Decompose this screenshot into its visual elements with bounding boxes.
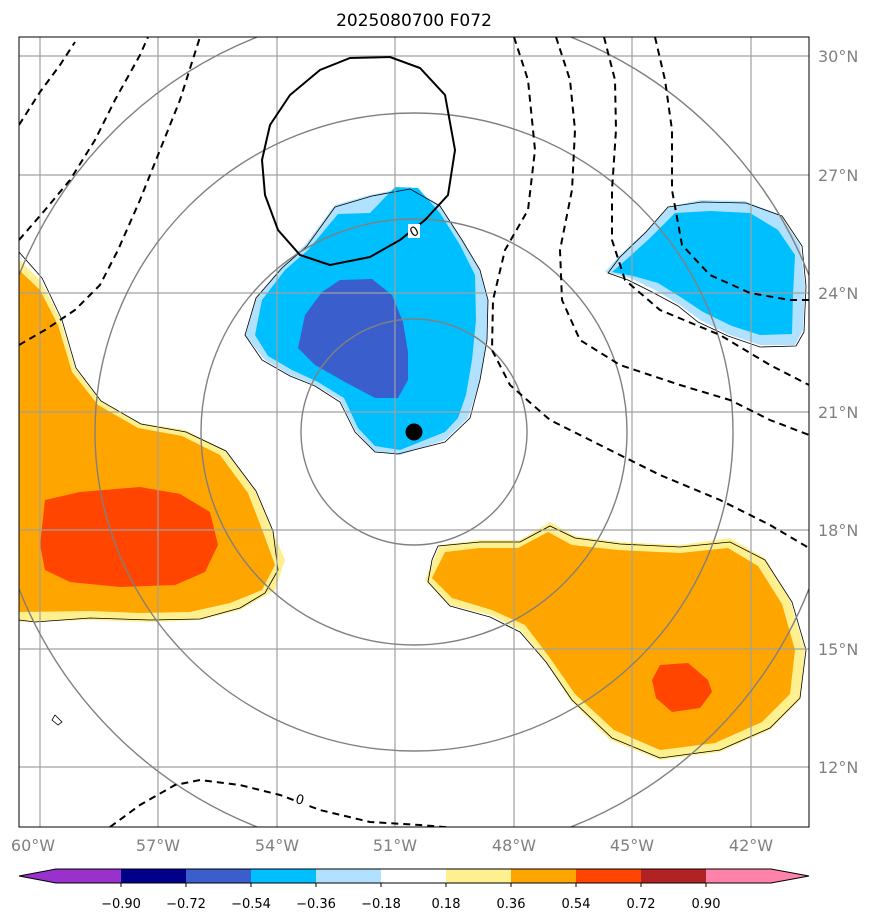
colorbar-segment xyxy=(316,869,382,883)
colorbar-tick-label: −0.18 xyxy=(361,897,401,912)
lat-label: 15°N xyxy=(818,640,858,659)
lat-label: 18°N xyxy=(818,521,858,540)
positive-anomaly-east-mid xyxy=(432,532,795,750)
colorbar: −0.90 −0.72 −0.54 −0.36 −0.18 0.18 0.36 … xyxy=(18,868,810,912)
colorbar-segment xyxy=(381,869,447,883)
lon-label: 48°W xyxy=(492,836,536,855)
lon-label: 54°W xyxy=(255,836,299,855)
lon-label: 45°W xyxy=(610,836,654,855)
positive-anomaly-west-strong xyxy=(40,487,218,587)
colorbar-tick-label: −0.36 xyxy=(296,897,336,912)
contour-label: 0 xyxy=(294,792,306,809)
colorbar-segment xyxy=(446,869,512,883)
lat-lon-grid xyxy=(19,37,809,827)
solid-contour xyxy=(260,55,457,267)
lat-label: 27°N xyxy=(818,166,858,185)
map-plot-area: 0 0 xyxy=(19,37,809,827)
range-rings xyxy=(19,37,809,827)
colorbar-segment xyxy=(186,869,252,883)
contour-label-bg xyxy=(408,224,420,238)
colorbar-tick-label: 0.72 xyxy=(627,897,656,912)
figure-title: 2025080700 F072 xyxy=(336,11,492,31)
lon-label: 57°W xyxy=(136,836,180,855)
colorbar-tick-label: −0.72 xyxy=(166,897,206,912)
colorbar-segment xyxy=(576,869,642,883)
negative-anomaly-center-strong xyxy=(298,279,408,398)
lat-label: 12°N xyxy=(818,758,858,777)
colorbar-segment xyxy=(641,869,707,883)
lon-label: 42°W xyxy=(729,836,773,855)
colorbar-segment xyxy=(771,869,809,883)
colorbar-segment xyxy=(121,869,187,883)
colorbar-tick-label: 0.36 xyxy=(497,897,526,912)
colorbar-outline xyxy=(18,868,810,884)
colorbar-tick-label: −0.54 xyxy=(231,897,271,912)
colorbar-tick-label: 0.90 xyxy=(692,897,721,912)
positive-anomaly-east-strong xyxy=(652,663,712,712)
latitude-labels: 30°N 27°N 24°N 21°N 18°N 15°N 12°N xyxy=(818,47,858,777)
colorbar-tick-label: −0.90 xyxy=(101,897,141,912)
storm-center-marker xyxy=(405,423,423,441)
contour-label-bg xyxy=(294,792,306,806)
lat-label: 30°N xyxy=(818,47,858,66)
colorbar-segment xyxy=(706,869,772,883)
thin-outline-contours xyxy=(19,188,807,759)
colorbar-segment xyxy=(56,869,122,883)
colorbar-tick-label: 0.18 xyxy=(432,897,461,912)
longitude-labels: 60°W 57°W 54°W 51°W 48°W 45°W 42°W xyxy=(11,836,773,855)
colorbar-tick-label: 0.54 xyxy=(562,897,591,912)
dashed-contours xyxy=(19,37,809,827)
colorbar-segment xyxy=(251,869,317,883)
lat-label: 24°N xyxy=(818,284,858,303)
negative-anomaly-east-mid xyxy=(612,211,795,335)
lat-label: 21°N xyxy=(818,403,858,422)
lon-label: 60°W xyxy=(11,836,55,855)
colorbar-segment xyxy=(511,869,577,883)
lon-label: 51°W xyxy=(373,836,417,855)
map-frame xyxy=(18,36,810,828)
